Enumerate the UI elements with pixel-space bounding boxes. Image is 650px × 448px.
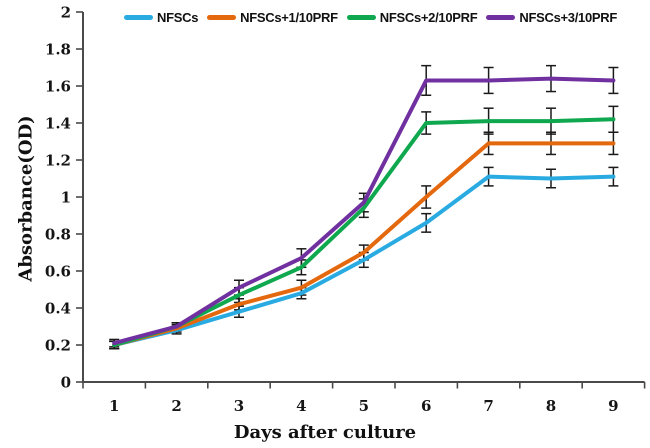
series-line-NFSCs+3/10PRF [112,76,616,346]
legend-label: NFSCs+1/10PRF [240,10,338,25]
x-tick-label: 3 [234,397,244,415]
y-tick-label: 1.6 [45,78,71,96]
x-tick-label: 4 [296,397,306,415]
legend-item: NFSCs+2/10PRF [346,10,478,25]
y-tick-label: 0 [61,374,71,392]
y-tick-label: 0.4 [45,300,71,318]
x-axis-title: Days after culture [233,422,417,443]
y-tick-label: 1 [61,189,71,207]
series-line-NFSCs+1/10PRF [112,141,616,347]
legend-item: NFSCs+1/10PRF [207,10,338,25]
legend-swatch [346,15,376,20]
legend-label: NFSCs+3/10PRF [519,10,617,25]
legend-item: NFSCs+3/10PRF [486,10,617,25]
legend-swatch [486,15,516,20]
x-tick-label: 1 [109,397,119,415]
x-tick-label: 6 [421,397,431,415]
y-tick-label: 1.2 [45,152,71,170]
legend-swatch [207,15,237,20]
legend-label: NFSCs [157,10,199,25]
x-tick-label: 2 [171,397,181,415]
y-tick-label: 1.4 [45,115,71,133]
y-tick-label: 1.8 [45,41,71,59]
legend-item: NFSCs [124,10,198,25]
series-line-NFSCs+2/10PRF [112,117,616,347]
x-tick-label: 9 [608,397,618,415]
x-tick-label: 5 [359,397,369,415]
x-tick-label: 8 [546,397,556,415]
y-tick-label: 0.6 [45,263,71,281]
chart-legend: NFSCs NFSCs+1/10PRF NFSCs+2/10PRF NFSCs+3/1… [124,10,617,25]
x-tick-label: 7 [483,397,493,415]
y-axis-title: Absorbance(OD) [15,115,37,282]
y-tick-label: 0.8 [45,226,71,244]
y-tick-label: 2 [61,4,71,22]
series-line-NFSCs [112,174,616,347]
legend-swatch [124,15,153,20]
y-tick-label: 0.2 [45,337,71,355]
legend-label: NFSCs+2/10PRF [379,10,478,25]
